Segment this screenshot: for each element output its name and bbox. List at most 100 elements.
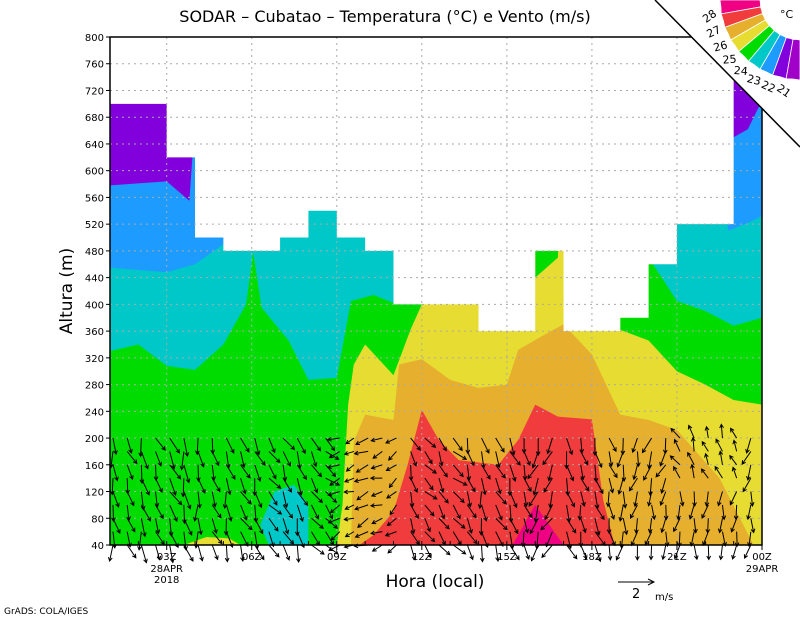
x-tick-label: 12Z	[412, 552, 432, 563]
x-tick-label: 09Z	[327, 552, 347, 563]
wind-arrow	[268, 477, 282, 489]
wind-arrow	[651, 504, 657, 521]
y-tick-label: 400	[85, 300, 104, 311]
wind-arrow	[622, 518, 629, 536]
wind-arrow	[410, 504, 419, 520]
wind-arrow	[622, 491, 628, 509]
wind-arrow	[140, 518, 147, 538]
wind-arrow	[643, 464, 653, 481]
wind-arrow	[594, 518, 601, 536]
wind-arrow	[629, 504, 638, 519]
wind-arrow	[387, 544, 397, 554]
wind-arrow	[112, 491, 120, 508]
wind-arrow	[717, 518, 723, 534]
wind-arrow	[495, 437, 505, 453]
wind-arrow	[593, 464, 599, 483]
y-tick-label: 680	[85, 113, 104, 124]
wind-arrow	[240, 504, 248, 521]
wind-arrow	[438, 464, 448, 478]
legend-level-label: 25	[722, 53, 737, 67]
wind-arrow	[669, 455, 681, 466]
wind-arrow	[520, 531, 526, 548]
wind-arrow	[670, 427, 681, 439]
wind-arrow	[466, 531, 478, 545]
wind-arrow	[268, 504, 283, 515]
wind-arrow	[126, 504, 131, 522]
y-tick-label: 560	[85, 193, 104, 204]
no-data-mask	[110, 37, 762, 332]
wind-arrow	[452, 477, 468, 486]
wind-reference-unit: m/s	[655, 592, 673, 603]
x-tick-label: 06Z	[242, 552, 262, 563]
wind-arrow	[343, 489, 354, 495]
wind-arrow	[296, 451, 302, 470]
wind-arrow	[466, 477, 476, 493]
wind-arrow	[369, 475, 383, 481]
wind-arrow	[693, 518, 698, 534]
wind-arrow	[371, 544, 383, 552]
x-tick-label: 18Z	[582, 552, 602, 563]
y-tick-label: 480	[85, 247, 104, 258]
wind-arrow	[660, 518, 667, 534]
wind-arrow	[635, 544, 640, 561]
wind-arrow	[268, 437, 276, 454]
wind-arrow	[578, 531, 584, 548]
wind-arrow	[384, 531, 397, 537]
wind-arrow	[410, 477, 418, 494]
wind-arrow	[325, 477, 341, 486]
y-tick-label: 160	[85, 461, 104, 472]
wind-arrow	[388, 451, 397, 461]
wind-arrow	[663, 504, 669, 521]
wind-arrow	[580, 464, 585, 481]
wind-arrow	[424, 491, 438, 500]
wind-arrow	[566, 544, 578, 560]
wind-arrow	[452, 437, 463, 452]
wind-arrow	[690, 463, 695, 479]
wind-arrow	[169, 491, 183, 506]
wind-arrow	[509, 437, 516, 456]
wind-arrow	[328, 544, 341, 552]
wind-arrow	[296, 544, 301, 564]
wind-arrow	[608, 451, 614, 468]
wind-arrow	[408, 464, 414, 482]
wind-arrow	[155, 544, 162, 561]
wind-arrow	[466, 491, 473, 508]
wind-arrow	[385, 464, 397, 471]
y-tick-label: 280	[85, 381, 104, 392]
wind-arrow	[211, 451, 220, 467]
wind-arrow	[310, 504, 319, 520]
wind-arrow	[211, 491, 217, 508]
wind-arrow	[673, 465, 681, 479]
wind-arrow	[168, 518, 174, 537]
wind-arrow	[294, 518, 300, 537]
wind-arrow	[424, 504, 435, 517]
wind-arrow	[140, 544, 148, 564]
wind-arrow	[606, 518, 612, 535]
wind-arrow	[424, 531, 436, 543]
wind-arrow	[529, 518, 539, 535]
wind-arrow	[282, 504, 294, 519]
wind-arrow	[310, 451, 318, 468]
wind-arrow	[371, 517, 383, 525]
wind-arrow	[693, 544, 699, 561]
wind-arrow	[311, 517, 324, 530]
wind-arrow	[268, 464, 277, 480]
wind-arrow	[409, 491, 415, 508]
wind-arrow	[326, 436, 340, 442]
wind-arrow	[677, 531, 682, 548]
wind-arrow	[211, 464, 216, 482]
wind-arrow	[701, 440, 709, 452]
wind-arrow	[732, 439, 738, 452]
x-tick-label: 00Z	[752, 552, 772, 563]
x-tick-label: 15Z	[497, 552, 517, 563]
wind-arrow	[311, 491, 324, 504]
y-tick-label: 640	[85, 140, 104, 151]
wind-arrow	[718, 544, 724, 561]
wind-arrow	[193, 504, 199, 522]
wind-arrow	[527, 464, 539, 480]
wind-arrow	[452, 450, 468, 460]
wind-arrow	[607, 544, 613, 561]
wind-arrow	[523, 544, 530, 561]
wind-arrow	[438, 517, 450, 530]
x-tick-date: 29APR	[746, 564, 779, 575]
